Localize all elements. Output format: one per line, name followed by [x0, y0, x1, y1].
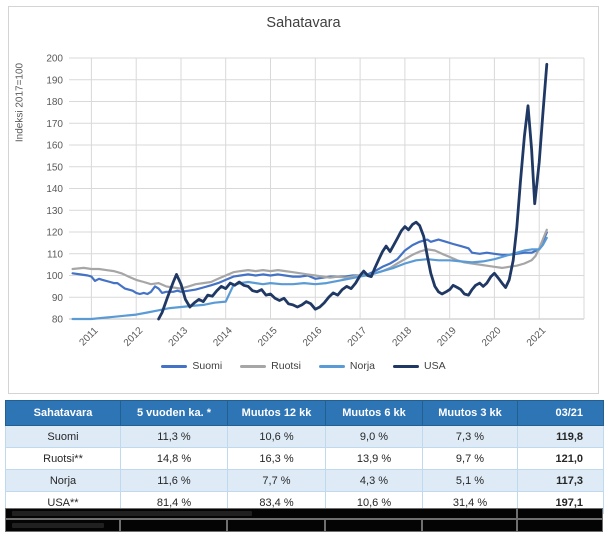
legend-line-swatch — [318, 364, 345, 368]
x-tick-label: 2015 — [256, 325, 280, 349]
legend-item-ruotsi: Ruotsi — [240, 360, 301, 372]
summary-table: Sahatavara 5 vuoden ka. * Muutos 12 kk Muut… — [5, 400, 604, 514]
column-header: 5 vuoden ka. * — [120, 400, 228, 426]
y-tick-label: 100 — [46, 271, 63, 282]
redacted-cell — [325, 519, 422, 532]
table-row: Norja 11,6 % 7,7 % 4,3 % 5,1 % 117,3 — [5, 469, 604, 492]
table-cell-chg12: 10,6 % — [227, 425, 326, 448]
y-tick-label: 110 — [47, 249, 63, 260]
column-header: Muutos 3 kk — [422, 400, 518, 426]
redacted-cell — [422, 519, 517, 532]
legend-label: Suomi — [192, 360, 223, 372]
redacted-row — [5, 519, 603, 532]
series-line-suomi — [71, 231, 548, 296]
x-tick-label: 2021 — [525, 325, 549, 349]
x-tick-label: 2018 — [391, 325, 415, 349]
y-tick-label: 140 — [46, 184, 63, 195]
redacted-cell — [5, 508, 517, 519]
y-tick-label: 160 — [46, 141, 63, 152]
series-line-ruotsi — [71, 228, 548, 290]
table-cell-chg3: 5,1 % — [422, 469, 518, 492]
x-tick-label: 2020 — [480, 325, 504, 349]
y-tick-label: 170 — [46, 119, 63, 130]
chart-legend: Suomi Ruotsi Norja USA — [9, 360, 598, 372]
legend-item-suomi: Suomi — [161, 360, 222, 372]
redacted-row — [5, 508, 603, 519]
redacted-text — [12, 523, 104, 528]
legend-label: Ruotsi — [271, 360, 301, 372]
table-cell-chg6: 4,3 % — [325, 469, 423, 492]
redacted-cell — [227, 519, 325, 532]
legend-label: Norja — [349, 360, 376, 372]
table-cell-avg5: 14,8 % — [120, 447, 228, 470]
x-tick-label: 2016 — [301, 325, 325, 349]
y-tick-label: 120 — [46, 228, 63, 239]
legend-item-usa: USA — [393, 360, 446, 372]
y-tick-label: 190 — [46, 75, 63, 86]
y-tick-label: 150 — [46, 162, 63, 173]
x-tick-label: 2012 — [122, 325, 146, 349]
redacted-cell — [120, 519, 227, 532]
y-tick-label: 180 — [46, 97, 63, 108]
legend-line-swatch — [161, 364, 188, 368]
table-cell-avg5: 11,3 % — [120, 425, 228, 448]
redacted-footnote-band — [5, 508, 603, 532]
table-header-row: Sahatavara 5 vuoden ka. * Muutos 12 kk Muut… — [5, 400, 604, 426]
table-row: Suomi 11,3 % 10,6 % 9,0 % 7,3 % 119,8 — [5, 425, 604, 448]
column-header: Muutos 12 kk — [227, 400, 326, 426]
y-tick-label: 90 — [52, 293, 64, 304]
y-tick-label: 200 — [46, 54, 63, 65]
chart-panel: Sahatavara Indeksi 2017=100 80 90 100 110 12… — [8, 6, 599, 394]
column-header: Muutos 6 kk — [325, 400, 423, 426]
legend-line-swatch — [393, 364, 420, 368]
table-cell-chg3: 9,7 % — [422, 447, 518, 470]
table-cell-name: Ruotsi** — [5, 447, 121, 470]
legend-line-swatch — [240, 364, 267, 368]
redacted-cell — [517, 508, 603, 519]
legend-item-norja: Norja — [318, 360, 376, 372]
table-cell-chg12: 16,3 % — [227, 447, 326, 470]
x-tick-label: 2017 — [346, 325, 370, 349]
x-tick-label: 2013 — [167, 325, 191, 349]
table-cell-latest: 119,8 — [517, 425, 604, 448]
table-cell-name: Norja — [5, 469, 121, 492]
y-tick-label: 80 — [52, 315, 64, 326]
x-tick-label: 2011 — [78, 325, 101, 348]
table-cell-chg6: 9,0 % — [325, 425, 423, 448]
column-header: Sahatavara — [5, 400, 121, 426]
table-cell-chg3: 7,3 % — [422, 425, 518, 448]
chart-title: Sahatavara — [266, 15, 341, 31]
x-tick-label: 2019 — [435, 325, 459, 349]
legend-label: USA — [424, 360, 446, 372]
redacted-cell — [517, 519, 603, 532]
table-cell-avg5: 11,6 % — [120, 469, 228, 492]
table-cell-chg12: 7,7 % — [227, 469, 326, 492]
table-cell-latest: 121,0 — [517, 447, 604, 470]
redacted-cell — [5, 519, 120, 532]
x-tick-label: 2014 — [211, 325, 235, 349]
line-chart: 80 90 100 110 120 130 140 150 160 170 180 190 200 201… — [46, 54, 585, 349]
column-header: 03/21 — [517, 400, 604, 426]
table-cell-chg6: 13,9 % — [325, 447, 423, 470]
y-tick-label: 130 — [46, 206, 63, 217]
table-row: Ruotsi** 14,8 % 16,3 % 13,9 % 9,7 % 121,0 — [5, 447, 604, 470]
redacted-text — [12, 511, 252, 516]
table-cell-latest: 117,3 — [517, 469, 604, 492]
series-line-usa — [157, 62, 549, 321]
series-line-norja — [71, 236, 548, 321]
table-cell-name: Suomi — [5, 425, 121, 448]
